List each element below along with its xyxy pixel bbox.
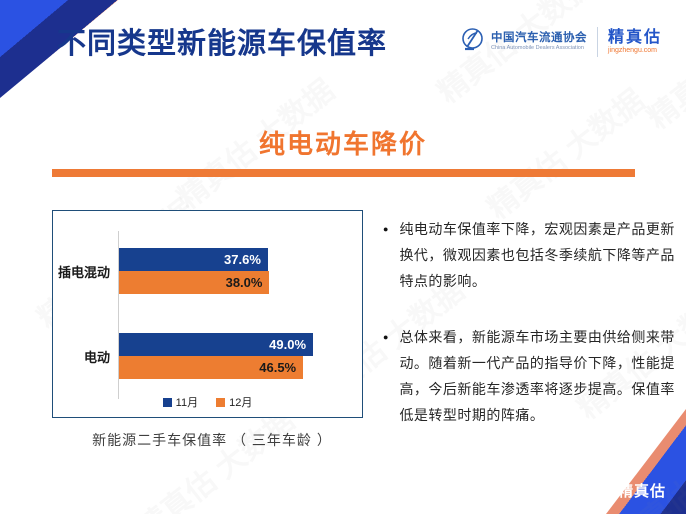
footer-brand-text: 精真估	[617, 482, 666, 500]
bullet-dot-icon: ●	[383, 224, 389, 234]
legend-swatch-december	[216, 397, 226, 407]
bar-12月-插电混动: 38.0%	[119, 271, 270, 294]
section-title: 纯电动车降价	[258, 129, 427, 159]
jingzhengu-footer-logo-icon	[594, 479, 612, 501]
jingzhengu-name: 精真估	[607, 29, 662, 47]
legend-label-december: 12月	[229, 397, 253, 409]
logo-divider	[596, 27, 598, 57]
cada-name-en: China Automobile Dealers Association	[490, 45, 584, 52]
legend-label-november: 11月	[175, 397, 199, 409]
bar-value-label: 49.0%	[269, 337, 307, 352]
bullet-dot-icon: ●	[383, 332, 389, 342]
legend-swatch-november	[162, 397, 172, 407]
cada-name: 中国汽车流通协会	[490, 32, 587, 45]
bullet-item: ● 总体来看，新能源车市场主要由供给侧来带动。随着新一代产品的指导价下降，性能提…	[383, 324, 677, 428]
category-label: 电动	[83, 349, 110, 365]
jingzhengu-logo: 精真估 jingzhengu.com	[608, 28, 662, 56]
legend-item-december: 12月	[216, 394, 252, 410]
footer-brand: 精真估	[594, 479, 666, 501]
cada-logo: 中国汽车流通协会 China Automobile Dealers Associ…	[459, 26, 587, 58]
bar-11月-插电混动: 37.6%	[119, 248, 268, 271]
jingzhengu-site: jingzhengu.com	[607, 47, 658, 55]
section-rule-bar	[52, 169, 635, 177]
bullet-item: ● 纯电动车保值率下降，宏观因素是产品更新换代，微观因素也包括冬季续航下降等产品…	[383, 216, 677, 294]
chart-axis-line	[118, 231, 119, 399]
retention-rate-bar-chart: 11月 12月 插电混动 37.6% 38.0% 电动 49.0% 46.5%	[52, 210, 363, 418]
bar-12月-电动: 46.5%	[119, 356, 304, 379]
legend-item-november: 11月	[162, 394, 199, 410]
bar-11月-电动: 49.0%	[119, 333, 314, 356]
watermark: 精真估 大数据	[641, 0, 686, 136]
header-logos: 中国汽车流通协会 China Automobile Dealers Associ…	[459, 26, 662, 58]
bar-value-label: 38.0%	[225, 275, 263, 290]
bar-value-label: 46.5%	[259, 360, 297, 375]
chart-legend: 11月 12月	[53, 394, 362, 410]
bullet-text: 总体来看，新能源车市场主要由供给侧来带动。随着新一代产品的指导价下降，性能提高，…	[399, 329, 675, 423]
page-title: 不同类型新能源车保值率	[57, 28, 388, 60]
category-label: 插电混动	[57, 264, 110, 280]
insight-bullets: ● 纯电动车保值率下降，宏观因素是产品更新换代，微观因素也包括冬季续航下降等产品…	[383, 216, 677, 458]
bullet-text: 纯电动车保值率下降，宏观因素是产品更新换代，微观因素也包括冬季续航下降等产品特点…	[399, 221, 675, 289]
cada-emblem-icon	[459, 26, 486, 58]
cada-text: 中国汽车流通协会 China Automobile Dealers Associ…	[491, 32, 587, 52]
chart-caption: 新能源二手车保值率 （ 三年车龄 ）	[92, 432, 332, 448]
bar-value-label: 37.6%	[224, 252, 261, 267]
